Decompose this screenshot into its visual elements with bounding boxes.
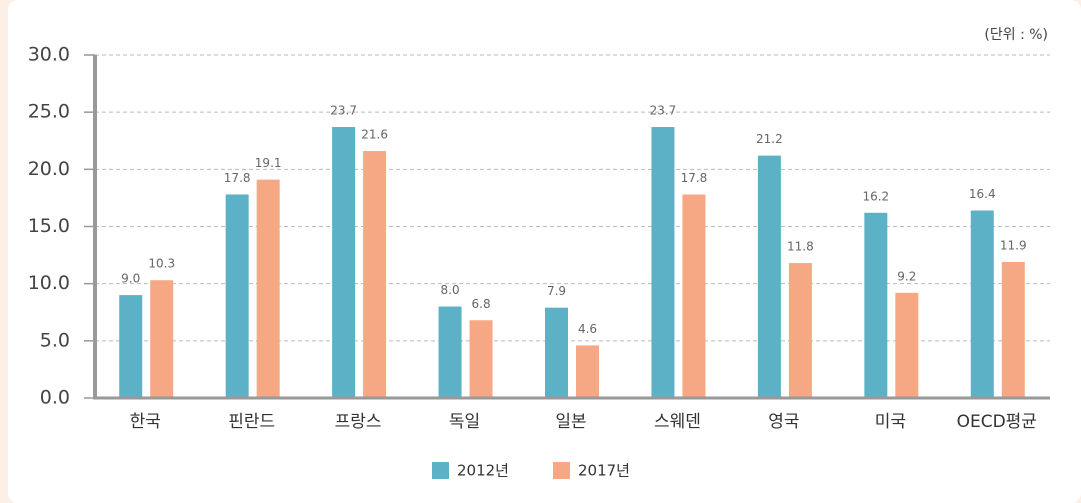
value-label: 10.3 <box>148 257 175 271</box>
value-label: 6.8 <box>472 297 491 311</box>
x-tick-label: 독일 <box>449 412 480 432</box>
value-label: 9.2 <box>897 269 916 283</box>
value-label: 8.0 <box>441 283 460 297</box>
value-label: 4.6 <box>578 322 597 336</box>
legend-swatch <box>553 462 570 479</box>
bar <box>225 194 249 398</box>
value-label: 23.7 <box>330 104 357 118</box>
value-label: 17.8 <box>224 171 251 185</box>
value-label: 16.4 <box>969 187 996 201</box>
bar <box>150 280 174 398</box>
bar <box>469 320 493 398</box>
legend-label: 2012년 <box>457 462 509 480</box>
bar <box>651 127 675 398</box>
y-tick-label: 5.0 <box>40 329 70 351</box>
x-tick-label: 한국 <box>130 412 161 432</box>
value-label: 9.0 <box>121 272 140 286</box>
bar <box>970 210 994 398</box>
x-tick-label: 핀란드 <box>228 412 275 432</box>
y-tick-label: 10.0 <box>28 272 70 294</box>
x-tick-label: 스웨덴 <box>654 412 701 432</box>
bar <box>438 306 462 398</box>
bar <box>363 151 387 398</box>
value-label: 11.8 <box>787 240 814 254</box>
legend-label: 2017년 <box>578 462 630 480</box>
y-tick-label: 30.0 <box>28 44 70 66</box>
bar <box>895 292 919 398</box>
bar <box>682 194 706 398</box>
panel <box>8 0 1081 503</box>
value-label: 7.9 <box>547 284 566 298</box>
bar <box>788 263 812 398</box>
bar <box>256 179 280 398</box>
x-tick-label: 일본 <box>555 412 586 432</box>
value-label: 17.8 <box>681 171 708 185</box>
x-tick-label: OECD평균 <box>957 412 1037 432</box>
bar <box>332 127 356 398</box>
y-tick-label: 20.0 <box>28 158 70 180</box>
x-tick-label: 미국 <box>875 412 906 432</box>
bar <box>576 345 599 398</box>
value-label: 21.2 <box>756 132 783 146</box>
x-tick-label: 영국 <box>768 412 799 432</box>
value-label: 19.1 <box>255 156 282 170</box>
value-label: 23.7 <box>650 104 677 118</box>
value-label: 21.6 <box>361 128 388 142</box>
value-label: 11.9 <box>1000 238 1027 252</box>
bar <box>757 155 781 398</box>
bar <box>1001 261 1025 398</box>
bar <box>545 307 568 398</box>
bar <box>119 295 143 398</box>
legend-swatch <box>432 462 449 479</box>
x-tick-label: 프랑스 <box>335 412 382 432</box>
value-label: 16.2 <box>862 189 889 203</box>
unit-label: (단위 : %) <box>984 27 1048 43</box>
y-tick-label: 0.0 <box>40 387 70 409</box>
y-tick-label: 25.0 <box>28 101 70 123</box>
bar <box>864 212 888 398</box>
y-tick-label: 15.0 <box>28 215 70 237</box>
